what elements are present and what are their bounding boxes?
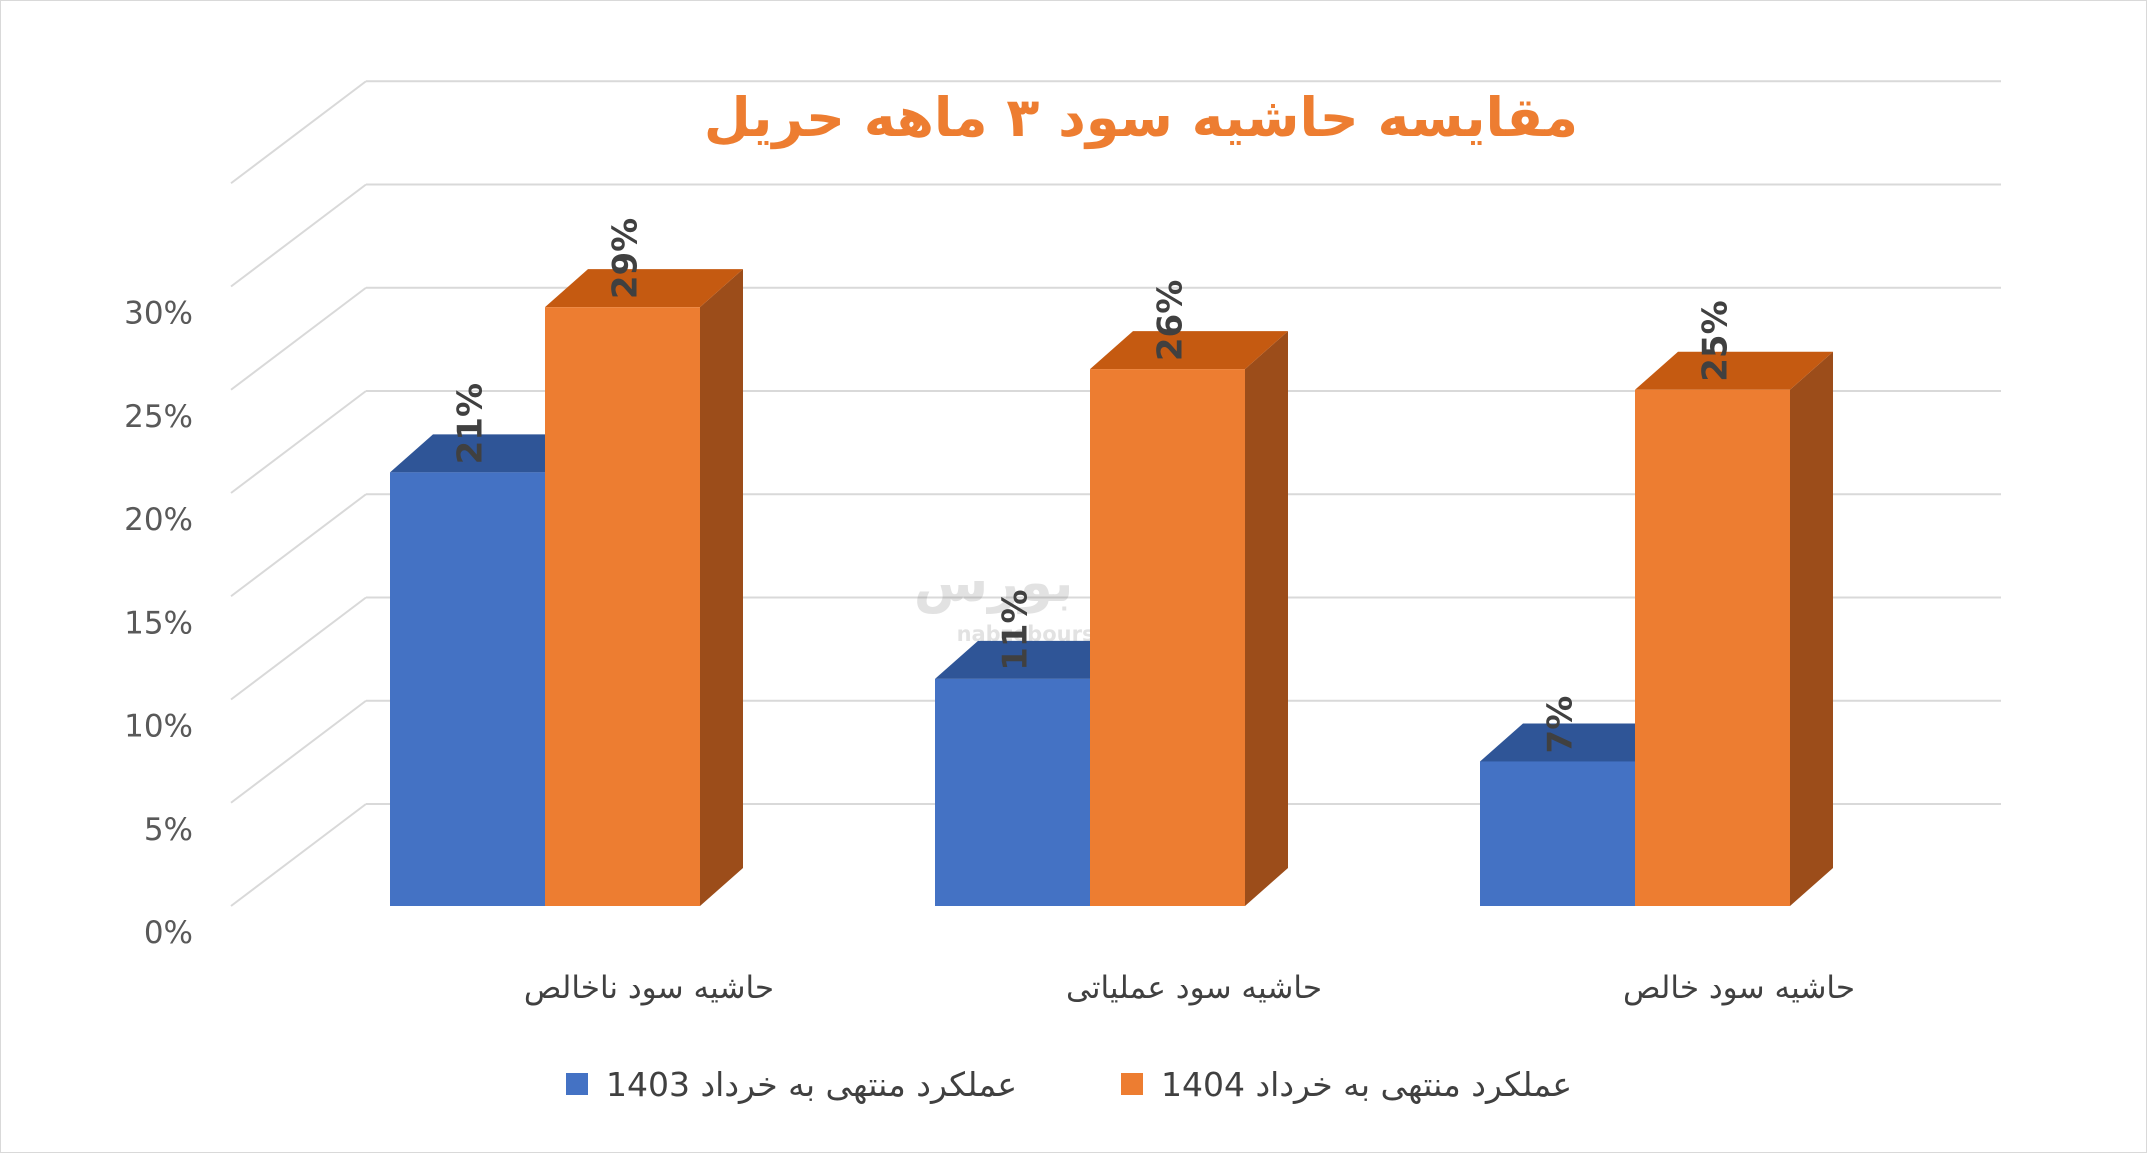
y-axis-ticks: 0% 5% 10% 15% 20% 25% 30%	[124, 296, 193, 952]
category-label-operating-margin: حاشیه سود عملیاتی	[1066, 970, 1322, 1006]
category-label-gross-margin: حاشیه سود ناخالص	[524, 970, 774, 1006]
bar-top-gross-margin-1403	[390, 434, 588, 473]
chart-title: مقایسه حاشیه سود ۳ ماهه حریل	[704, 86, 1578, 149]
bar-gross-margin-1403	[390, 472, 545, 906]
data-label-gross-margin-1404: 29%	[606, 218, 646, 299]
bar-side-operating-margin-1404	[1245, 331, 1288, 907]
y-tick-label: 30%	[124, 296, 193, 332]
legend-swatch-1404	[1121, 1073, 1143, 1095]
bar-operating-margin-1403	[935, 678, 1090, 906]
bar-operating-margin-1404	[1090, 369, 1245, 907]
legend-label-1404: عملکرد منتهی به خرداد 1404	[1161, 1064, 1573, 1104]
bar-side-gross-margin-1404	[700, 269, 743, 906]
y-tick-label: 0%	[144, 915, 193, 951]
bar-top-operating-margin-1403	[935, 640, 1133, 679]
y-tick-label: 25%	[124, 399, 193, 435]
bars	[390, 269, 1833, 907]
bar-top-operating-margin-1404	[1090, 331, 1288, 370]
gridline-diagonal	[230, 596, 367, 701]
gridline-diagonal	[230, 286, 367, 391]
gridline-diagonal	[230, 390, 367, 494]
bar-net-margin-1404	[1635, 389, 1790, 906]
gridline-diagonal	[230, 183, 367, 288]
legend-swatch-1403	[566, 1073, 588, 1095]
data-label-operating-margin-1404: 26%	[1151, 280, 1191, 361]
gridline-diagonal	[230, 80, 367, 185]
legend-item-1403: عملکرد منتهی به خرداد 1403	[566, 1064, 1017, 1104]
gridline-diagonal	[230, 699, 367, 804]
y-tick-label: 15%	[124, 605, 193, 641]
bar-gross-margin-1404	[545, 307, 700, 906]
bar-top-gross-margin-1404	[545, 269, 743, 308]
legend-label-1403: عملکرد منتهی به خرداد 1403	[606, 1064, 1018, 1104]
bar-top-net-margin-1404	[1635, 351, 1833, 390]
gridline-diagonal	[230, 803, 367, 907]
data-label-operating-margin-1403: 11%	[996, 589, 1036, 670]
data-label-net-margin-1404: 25%	[1696, 300, 1736, 381]
y-tick-label: 20%	[124, 502, 193, 538]
bar-net-margin-1403	[1480, 761, 1635, 906]
category-label-net-margin: حاشیه سود خالص	[1623, 970, 1855, 1006]
data-labels: 21% 29% 11% 26% 7% 25%	[451, 218, 1736, 754]
legend-item-1404: عملکرد منتهی به خرداد 1404	[1121, 1064, 1572, 1104]
bar-side-net-margin-1404	[1790, 351, 1833, 906]
y-tick-label: 5%	[144, 812, 193, 848]
data-label-gross-margin-1403: 21%	[451, 383, 491, 464]
x-axis-categories: حاشیه سود ناخالص حاشیه سود عملیاتی حاشیه س…	[524, 970, 1855, 1006]
data-label-net-margin-1403: 7%	[1541, 696, 1581, 754]
bar-top-net-margin-1403	[1480, 723, 1678, 762]
y-tick-label: 10%	[124, 709, 193, 745]
gridline-diagonal	[230, 493, 367, 598]
